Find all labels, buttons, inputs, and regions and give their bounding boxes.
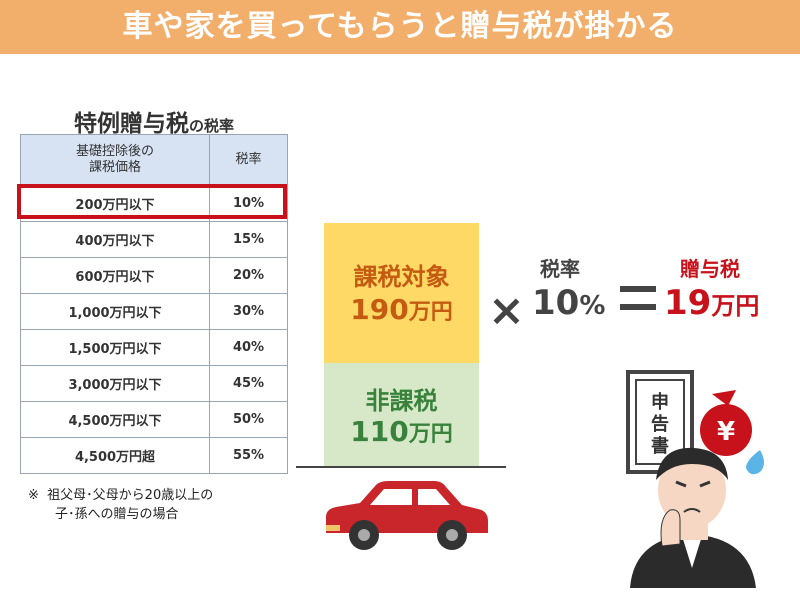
document-char-1: 申 xyxy=(651,391,669,413)
taxable-box: 課税対象 190万円 xyxy=(324,223,479,363)
table-header-row: 基礎控除後の 課税価格 税率 xyxy=(20,134,288,186)
table-title: 特例贈与税の税率 xyxy=(20,104,288,138)
row-range: 4,500万円超 xyxy=(20,437,210,474)
row-rate: 55% xyxy=(209,437,288,474)
row-range: 600万円以下 xyxy=(20,257,210,294)
gift-tax-num: 19 xyxy=(664,283,712,323)
rate-pct: % xyxy=(579,291,606,321)
row-range: 3,000万円以下 xyxy=(20,365,210,402)
row-range: 1,500万円以下 xyxy=(20,329,210,366)
nontaxable-amount-unit: 万円 xyxy=(408,422,453,447)
table-row: 400万円以下 15% xyxy=(20,221,288,258)
header-taxable-price-line1: 基礎控除後の xyxy=(75,144,154,159)
highlight-frame xyxy=(17,184,287,219)
page-title: 車や家を買ってもらうと贈与税が掛かる xyxy=(122,9,678,44)
equals-sign xyxy=(620,286,656,312)
table-title-main: 特例贈与税 xyxy=(73,111,189,137)
taxable-label: 課税対象 xyxy=(353,263,450,291)
table-title-suffix: の税率 xyxy=(188,117,234,135)
tax-rate-table: 基礎控除後の 課税価格 税率 200万円以下 10% 400万円以下 15% 600… xyxy=(20,134,288,474)
sweat-drop-icon xyxy=(746,450,764,475)
table-row: 4,500万円以下 50% xyxy=(20,401,288,438)
equals-bar-top xyxy=(620,286,656,292)
header-tax-rate: 税率 xyxy=(209,134,288,186)
worried-man xyxy=(630,447,756,588)
nontaxable-label: 非課税 xyxy=(365,387,438,415)
equals-bar-bottom xyxy=(620,304,656,310)
rate-value: 10% xyxy=(532,283,605,323)
taxable-amount-num: 190 xyxy=(350,293,409,326)
rate-num: 10 xyxy=(532,283,580,323)
document-char-2: 告 xyxy=(651,413,669,435)
gift-tax-title: 贈与税 xyxy=(680,257,740,281)
rate-title: 税率 xyxy=(540,257,580,281)
taxable-amount: 190万円 xyxy=(324,293,479,326)
footnote-text1: 祖父母･父母から20歳以上の xyxy=(47,488,214,503)
table-row: 4,500万円超 55% xyxy=(20,437,288,474)
footnote-line1: ※ 祖父母･父母から20歳以上の xyxy=(28,486,213,505)
document-char-3: 書 xyxy=(651,436,669,457)
row-range: 4,500万円以下 xyxy=(20,401,210,438)
table-row: 3,000万円以下 45% xyxy=(20,365,288,402)
footnote-line2: 子･孫への贈与の場合 xyxy=(55,507,179,522)
nontaxable-amount-num: 110 xyxy=(350,415,409,448)
nontaxable-box: 非課税 110万円 xyxy=(324,363,479,467)
person-illustration: 申 告 書 ¥ xyxy=(626,370,764,588)
title-banner xyxy=(0,0,800,54)
car-icon xyxy=(326,481,488,550)
row-rate: 20% xyxy=(209,257,288,294)
header-taxable-price-line2: 課税価格 xyxy=(88,160,141,175)
gift-tax-value: 19万円 xyxy=(664,283,759,323)
row-rate: 15% xyxy=(209,221,288,258)
footnote-mark: ※ xyxy=(28,488,39,503)
row-range: 1,000万円以下 xyxy=(20,293,210,330)
row-rate: 40% xyxy=(209,329,288,366)
multiply-sign: × xyxy=(488,285,525,336)
ground-line xyxy=(296,466,506,468)
table-row: 600万円以下 20% xyxy=(20,257,288,294)
gift-tax-unit: 万円 xyxy=(711,292,760,320)
header-taxable-price: 基礎控除後の 課税価格 xyxy=(20,134,210,186)
row-rate: 45% xyxy=(209,365,288,402)
row-rate: 30% xyxy=(209,293,288,330)
money-bag-icon: ¥ xyxy=(700,390,752,456)
row-rate: 50% xyxy=(209,401,288,438)
table-row: 1,000万円以下 30% xyxy=(20,293,288,330)
table-row: 1,500万円以下 40% xyxy=(20,329,288,366)
row-range: 400万円以下 xyxy=(20,221,210,258)
nontaxable-amount: 110万円 xyxy=(324,415,479,448)
footnote: ※ 祖父母･父母から20歳以上の 子･孫への贈与の場合 xyxy=(28,486,213,524)
money-bag-symbol: ¥ xyxy=(717,417,735,447)
taxable-amount-unit: 万円 xyxy=(408,300,453,325)
